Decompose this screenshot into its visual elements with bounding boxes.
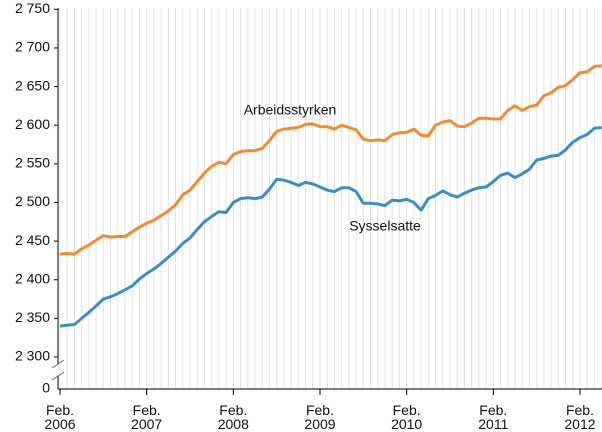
x-tick-label: Feb. 2008 (217, 402, 249, 432)
x-tick-label: Feb. 2012 (564, 402, 596, 432)
x-tick-label: Feb. 2009 (304, 402, 336, 432)
y-tick-label: 2 300 (15, 348, 50, 364)
axis-break (51, 359, 65, 369)
y-tick-label: 2 500 (15, 193, 50, 209)
grid (59, 8, 602, 389)
x-tick-label: Feb. 2011 (478, 402, 509, 432)
x-tick-label: Feb. 2006 (44, 402, 76, 432)
axis-break (51, 371, 65, 381)
x-tick-label: Feb. 2010 (391, 402, 423, 432)
series-label: Sysselsatte (349, 218, 421, 234)
y-tick-label: 2 550 (15, 155, 50, 171)
y-tick-label: 2 350 (15, 309, 50, 325)
series-line (59, 126, 602, 328)
y-tick-label: 2 450 (15, 232, 50, 248)
y-tick-label: 2 600 (15, 116, 50, 132)
y-tick-label: 2 400 (15, 270, 50, 286)
y-tick-label: 2 650 (15, 77, 50, 93)
y-tick-label: 2 750 (15, 0, 50, 16)
x-tick-label: Feb. 2007 (131, 402, 163, 432)
y-tick-label: 2 700 (15, 39, 50, 55)
series-line (59, 64, 602, 256)
series-label: Arbeidsstyrken (244, 102, 337, 118)
y-tick-label: 0 (42, 380, 50, 396)
